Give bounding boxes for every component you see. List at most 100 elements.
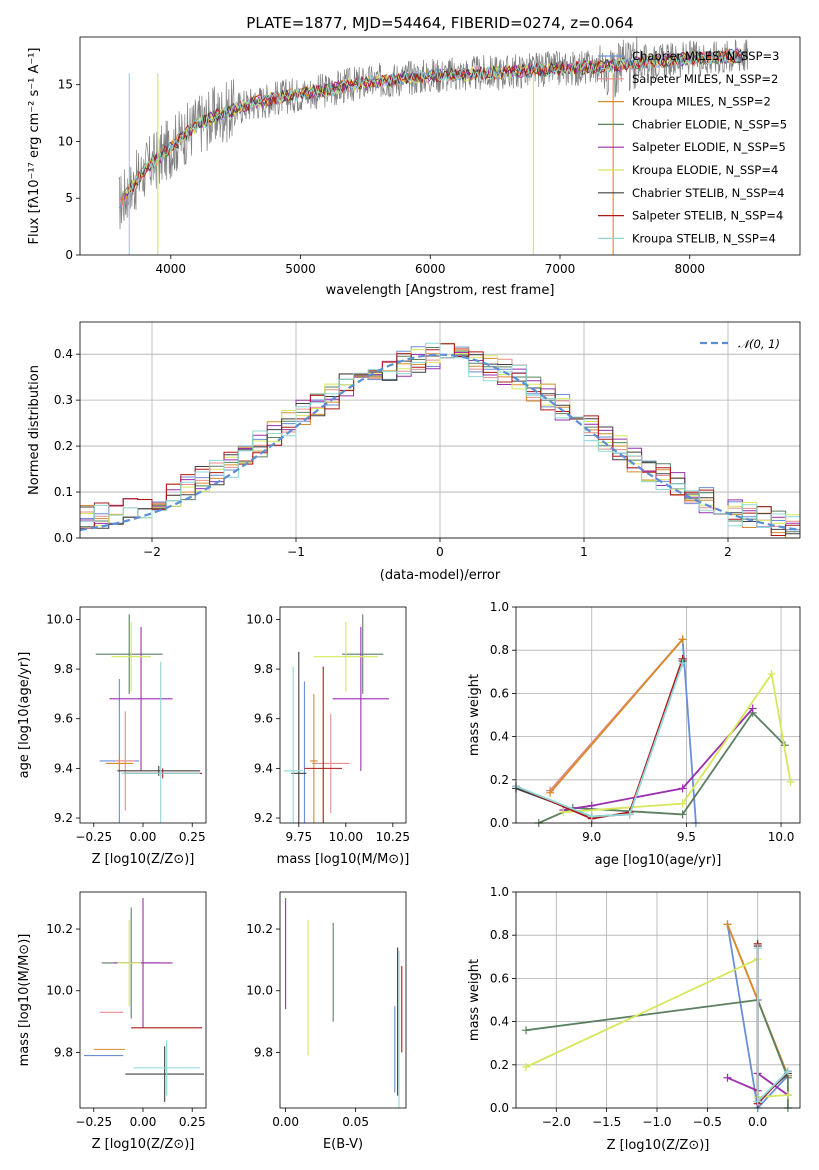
x-tick-label: 5000	[285, 262, 316, 276]
x-tick-label: 10.0	[768, 830, 795, 844]
x-tick-label: 0.0	[748, 1115, 767, 1129]
y-tick-label: 0.0	[490, 1101, 509, 1115]
histogram-step	[80, 352, 800, 528]
legend-label: Chabrier ELODIE, N_SSP=5	[632, 117, 787, 131]
y-tick-label: 0.4	[490, 1015, 509, 1029]
legend-label: Chabrier STELIB, N_SSP=4	[632, 186, 784, 200]
x-tick-label: 9.0	[582, 830, 601, 844]
y-axis-label: mass [log10(M/M⊙)]	[17, 934, 32, 1067]
spectrum-model-line	[125, 50, 738, 195]
x-tick-label: 0.00	[272, 1115, 299, 1129]
chart-title: PLATE=1877, MJD=54464, FIBERID=0274, z=0…	[246, 14, 633, 32]
axes-frame	[79, 321, 801, 539]
legend-label: Kroupa MILES, N_SSP=2	[632, 95, 771, 109]
y-tick-label: 9.8	[54, 662, 73, 676]
y-axis-label: mass weight	[467, 959, 482, 1041]
y-tick-label: 0.4	[490, 730, 509, 744]
x-axis-label: wavelength [Angstrom, rest frame]	[326, 283, 555, 298]
y-tick-label: 9.8	[254, 1045, 273, 1059]
x-tick-label: 2	[724, 545, 732, 559]
x-tick-label: 7000	[545, 262, 576, 276]
y-tick-label: 0.2	[490, 1058, 509, 1072]
x-tick-label: −2.0	[542, 1115, 571, 1129]
spectrum-model-line	[128, 48, 739, 195]
x-tick-label: 0.00	[130, 1115, 157, 1129]
y-tick-label: 10.2	[246, 922, 273, 936]
x-tick-label: 0	[436, 545, 444, 559]
histogram-step	[80, 342, 800, 528]
y-tick-label: 10.2	[46, 922, 73, 936]
y-tick-label: 0.4	[54, 347, 73, 361]
x-tick-label: 0.25	[179, 830, 206, 844]
x-tick-label: 10.25	[376, 830, 410, 844]
x-tick-label: −0.25	[75, 830, 112, 844]
axes-frame	[279, 891, 407, 1109]
x-tick-label: 1	[580, 545, 588, 559]
y-axis-label: Flux [fλ10⁻¹⁷ erg cm⁻² s⁻¹ A⁻¹]	[27, 48, 42, 245]
y-axis-label: Normed distribution	[27, 365, 42, 495]
y-tick-label: 0.2	[490, 773, 509, 787]
x-tick-label: −0.25	[75, 1115, 112, 1129]
x-tick-label: −2	[143, 545, 161, 559]
axes-frame	[279, 606, 407, 824]
legend-label: Chabrier MILES, N_SSP=3	[632, 49, 779, 63]
y-axis-label: age [log10(age/yr)]	[17, 652, 32, 779]
x-axis-label: age [log10(age/yr)]	[595, 853, 722, 868]
y-tick-label: 9.8	[254, 662, 273, 676]
y-tick-label: 10.0	[246, 984, 273, 998]
legend-label: Kroupa ELODIE, N_SSP=4	[632, 163, 778, 177]
y-tick-label: 9.6	[54, 712, 73, 726]
x-axis-label: Z [log10(Z/Z⊙)]	[92, 1137, 195, 1152]
y-tick-label: 0.1	[54, 485, 73, 499]
y-tick-label: 10	[58, 134, 73, 148]
y-tick-label: 9.6	[254, 712, 273, 726]
axes-frame	[515, 891, 801, 1109]
x-tick-label: 6000	[415, 262, 446, 276]
weight-line	[563, 707, 754, 811]
y-tick-label: 15	[58, 78, 73, 92]
x-tick-label: 0.05	[342, 1115, 369, 1129]
x-axis-label: (data-model)/error	[380, 568, 501, 583]
normal-curve	[79, 353, 801, 531]
weight-line	[516, 662, 684, 818]
y-tick-label: 1.0	[490, 600, 509, 614]
y-tick-label: 9.4	[54, 761, 73, 775]
y-tick-label: 0.0	[490, 816, 509, 830]
y-tick-label: 10.0	[46, 984, 73, 998]
legend-label: 𝒩(0, 1)	[738, 337, 780, 351]
legend-label: Salpeter ELODIE, N_SSP=5	[632, 140, 786, 154]
axes-frame	[79, 606, 207, 824]
y-tick-label: 5	[65, 191, 73, 205]
y-tick-label: 0	[65, 248, 73, 262]
x-tick-label: 9.5	[677, 830, 696, 844]
legend-label: Salpeter STELIB, N_SSP=4	[632, 209, 783, 223]
y-tick-label: 10.0	[246, 612, 273, 626]
legend-label: Kroupa STELIB, N_SSP=4	[632, 231, 776, 245]
x-tick-label: 0.00	[130, 830, 157, 844]
x-axis-label: Z [log10(Z/Z⊙)]	[607, 1138, 710, 1153]
x-tick-label: 4000	[156, 262, 187, 276]
x-tick-label: 9.75	[285, 830, 312, 844]
weight-line	[549, 638, 684, 794]
weight-line	[563, 671, 792, 814]
y-tick-label: 1.0	[490, 885, 509, 899]
y-tick-label: 0.0	[54, 531, 73, 545]
x-tick-label: −1	[287, 545, 305, 559]
y-tick-label: 9.4	[254, 761, 273, 775]
x-tick-label: 8000	[674, 262, 705, 276]
axes-frame	[79, 36, 801, 256]
y-tick-label: 0.2	[54, 439, 73, 453]
weight-line	[726, 924, 789, 1108]
x-tick-label: −0.5	[693, 1115, 722, 1129]
x-tick-label: 10.00	[329, 830, 363, 844]
x-tick-label: −1.5	[592, 1115, 621, 1129]
x-axis-label: mass [log10(M/M⊙)]	[277, 852, 410, 867]
x-tick-label: −1.0	[642, 1115, 671, 1129]
axes-frame	[515, 606, 801, 824]
y-axis-label: mass weight	[467, 674, 482, 756]
x-axis-label: Z [log10(Z/Z⊙)]	[92, 852, 195, 867]
y-tick-label: 0.6	[490, 686, 509, 700]
x-axis-label: E(B-V)	[323, 1137, 363, 1152]
y-tick-label: 9.8	[54, 1045, 73, 1059]
